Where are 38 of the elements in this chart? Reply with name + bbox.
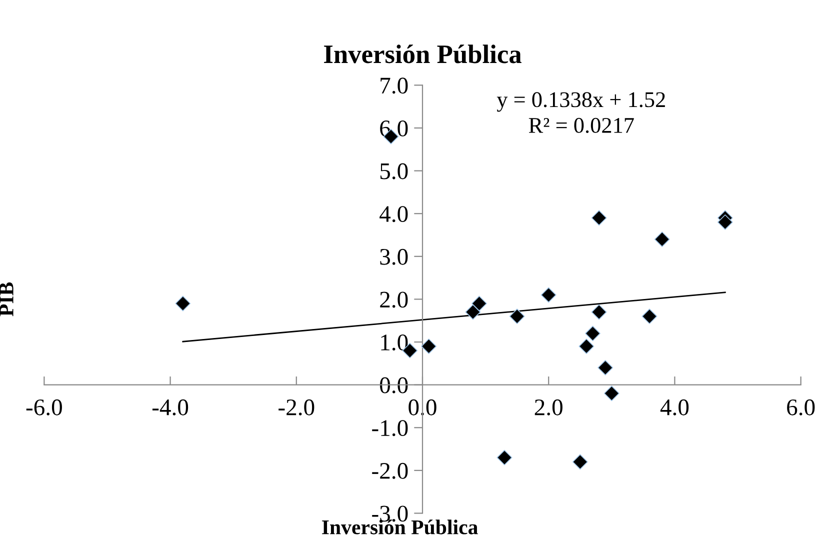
point <box>642 308 658 324</box>
point <box>509 308 525 324</box>
y-tick-label: 3.0 <box>380 248 408 265</box>
x-tick-label: 2.0 <box>534 399 562 416</box>
y-tick-label: -1.0 <box>372 420 408 436</box>
point <box>472 296 487 312</box>
point <box>421 338 437 354</box>
y-tick-label: -2.0 <box>372 462 408 479</box>
point <box>496 450 512 466</box>
y-axis-title: PIB <box>0 282 14 316</box>
annotation: R² = 0.0217 <box>528 118 634 134</box>
y-tick-label: 7.0 <box>380 78 408 94</box>
point <box>654 232 670 247</box>
chart-title: Inversión Pública <box>324 44 522 64</box>
y-tick-label: 4.0 <box>380 206 408 222</box>
x-tick-label: -6.0 <box>26 399 62 416</box>
point <box>591 304 607 320</box>
annotation: y = 0.1338x + 1.52 <box>496 92 665 112</box>
y-tick-label: 5.0 <box>380 163 408 180</box>
x-tick-label: 0.0 <box>408 399 436 416</box>
x-tick-label: 6.0 <box>787 399 815 416</box>
point <box>572 454 588 470</box>
point <box>585 326 600 342</box>
point <box>465 304 481 320</box>
point <box>591 210 607 226</box>
y-tick-label: -3.0 <box>372 506 408 522</box>
x-tick-label: -4.0 <box>152 399 188 416</box>
x-axis-title: Inversión Pública <box>322 520 478 534</box>
point <box>578 338 594 354</box>
point <box>598 360 614 376</box>
point <box>175 296 191 312</box>
x-tick-label: -2.0 <box>278 399 314 416</box>
x-tick-label: 4.0 <box>660 399 689 416</box>
point <box>717 214 733 230</box>
y-tick-label: 0.0 <box>380 377 408 394</box>
y-tick-label: 2.0 <box>380 292 408 308</box>
point <box>604 386 620 402</box>
point <box>540 287 556 303</box>
